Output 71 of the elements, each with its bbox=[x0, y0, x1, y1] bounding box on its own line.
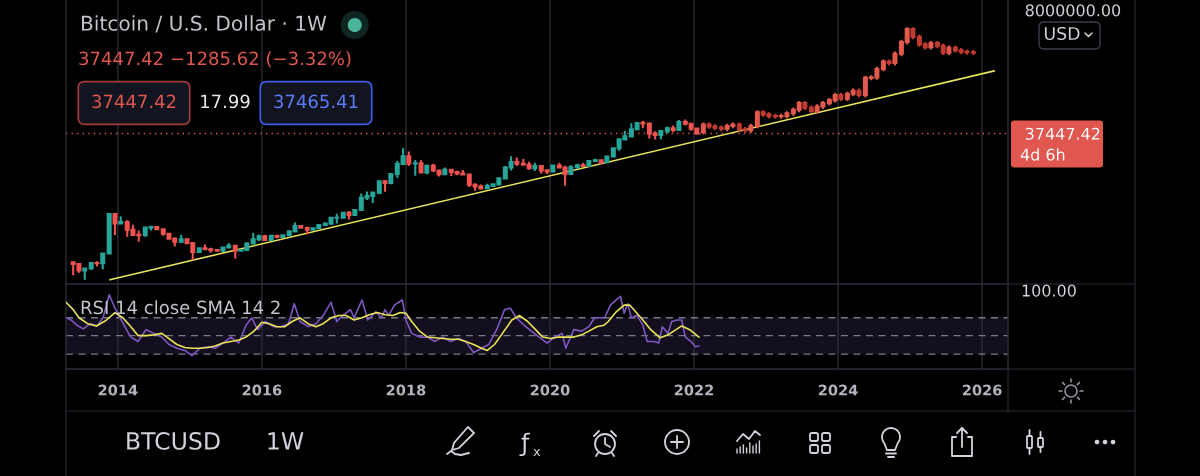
annotation: 17.99 bbox=[201, 94, 250, 109]
candlestick bbox=[268, 234, 274, 242]
candlestick bbox=[178, 233, 184, 245]
text: BTCUSD bbox=[127, 431, 220, 450]
text: USD bbox=[1044, 26, 1080, 41]
text: 37447.42 −1285.62 (−3.32%) bbox=[79, 51, 351, 68]
candlestick bbox=[856, 87, 862, 99]
candlestick bbox=[94, 260, 100, 268]
x-tick-label: 2022 bbox=[674, 384, 714, 396]
candlestick bbox=[592, 157, 598, 163]
candlestick bbox=[514, 156, 520, 168]
candlestick bbox=[886, 58, 892, 67]
x-tick-label: 2018 bbox=[386, 384, 426, 396]
annotation: 37465.41 bbox=[274, 94, 358, 109]
candlestick bbox=[664, 125, 670, 135]
candlestick bbox=[772, 112, 778, 120]
candlestick bbox=[232, 244, 238, 260]
candlestick bbox=[604, 154, 610, 165]
candlestick bbox=[946, 44, 952, 57]
candlestick bbox=[214, 247, 220, 253]
candlestick bbox=[418, 159, 424, 175]
text: 1W bbox=[268, 432, 304, 450]
text: Bitcoin / U.S. Dollar · 1W bbox=[81, 15, 327, 33]
candlestick bbox=[580, 161, 586, 168]
candlestick bbox=[568, 164, 574, 177]
candlestick bbox=[928, 39, 934, 51]
candlestick bbox=[718, 124, 724, 133]
candlestick bbox=[676, 119, 682, 132]
annotation: 37447.42 bbox=[92, 94, 176, 109]
candlestick bbox=[262, 233, 268, 243]
candlestick bbox=[340, 211, 346, 220]
x-tick-label: 2016 bbox=[242, 384, 282, 396]
candlestick bbox=[880, 58, 886, 73]
candlestick bbox=[88, 261, 94, 271]
y-tick-label: 8000000.00 bbox=[1025, 4, 1121, 17]
candlestick bbox=[154, 225, 160, 232]
candlestick bbox=[352, 208, 358, 217]
candlestick bbox=[910, 26, 916, 41]
candlestick bbox=[304, 226, 310, 236]
candlestick bbox=[196, 246, 202, 254]
candlestick bbox=[280, 233, 286, 239]
candlestick bbox=[118, 215, 124, 225]
text: 100.00 bbox=[1022, 284, 1076, 297]
candlestick bbox=[550, 163, 556, 174]
candlestick bbox=[532, 161, 538, 173]
text: 4d 6h bbox=[1020, 148, 1065, 161]
candlestick bbox=[424, 163, 430, 176]
candlestick bbox=[802, 99, 808, 112]
candlestick bbox=[406, 150, 412, 168]
candlestick bbox=[970, 48, 976, 57]
candlestick bbox=[112, 212, 118, 237]
candlestick bbox=[754, 109, 760, 130]
x-tick-label: 2020 bbox=[530, 384, 570, 396]
candlestick bbox=[574, 162, 580, 170]
candlestick bbox=[586, 159, 592, 168]
candlestick bbox=[82, 266, 88, 281]
candlestick bbox=[598, 158, 604, 166]
candlestick bbox=[640, 119, 646, 130]
candlestick bbox=[658, 129, 664, 141]
x-tick-label: 2024 bbox=[818, 384, 858, 396]
candlestick bbox=[670, 124, 676, 134]
candlestick bbox=[808, 104, 814, 115]
candlestick bbox=[382, 178, 388, 193]
candlestick bbox=[100, 251, 106, 271]
x-tick-label: 2026 bbox=[962, 384, 1002, 396]
candlestick bbox=[412, 159, 418, 177]
candlestick bbox=[346, 209, 352, 221]
candlestick bbox=[838, 91, 844, 103]
x-tick-label: 2014 bbox=[98, 384, 138, 396]
candlestick bbox=[376, 179, 382, 196]
candlestick bbox=[298, 223, 304, 230]
